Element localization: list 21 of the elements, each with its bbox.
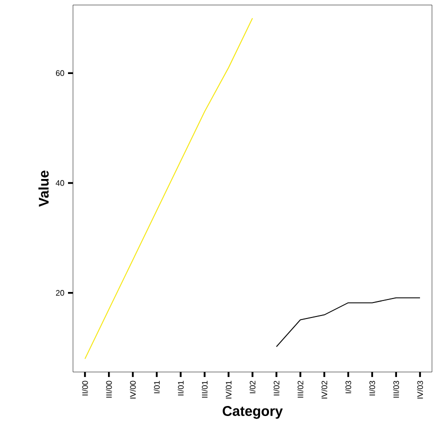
y-axis-title: Value	[38, 170, 49, 207]
x-tick-label: IV/01	[226, 380, 232, 398]
x-tick-label: I/01	[154, 380, 160, 394]
y-tick-label: 60	[56, 70, 64, 76]
x-tick-label: II/02	[273, 380, 280, 396]
x-tick-label: III/01	[202, 380, 208, 398]
x-tick-label: I/03	[345, 380, 352, 394]
x-tick-label: III/00	[106, 380, 112, 398]
x-tick-label: III/02	[297, 380, 304, 398]
x-tick-label: IV/03	[417, 380, 423, 398]
x-tick-label: III/03	[393, 380, 400, 398]
x-tick-label: II/00	[82, 380, 88, 396]
y-tick-label: 40	[56, 180, 64, 186]
y-tick-label: 20	[56, 290, 64, 296]
x-tick-label: II/03	[369, 380, 376, 396]
x-tick-label: IV/00	[130, 380, 136, 398]
x-tick-label: IV/02	[321, 380, 328, 398]
x-axis-title: Category	[222, 406, 283, 419]
x-tick-label: I/02	[250, 380, 256, 394]
line-series	[276, 297, 420, 348]
x-tick-label: II/01	[178, 380, 184, 396]
